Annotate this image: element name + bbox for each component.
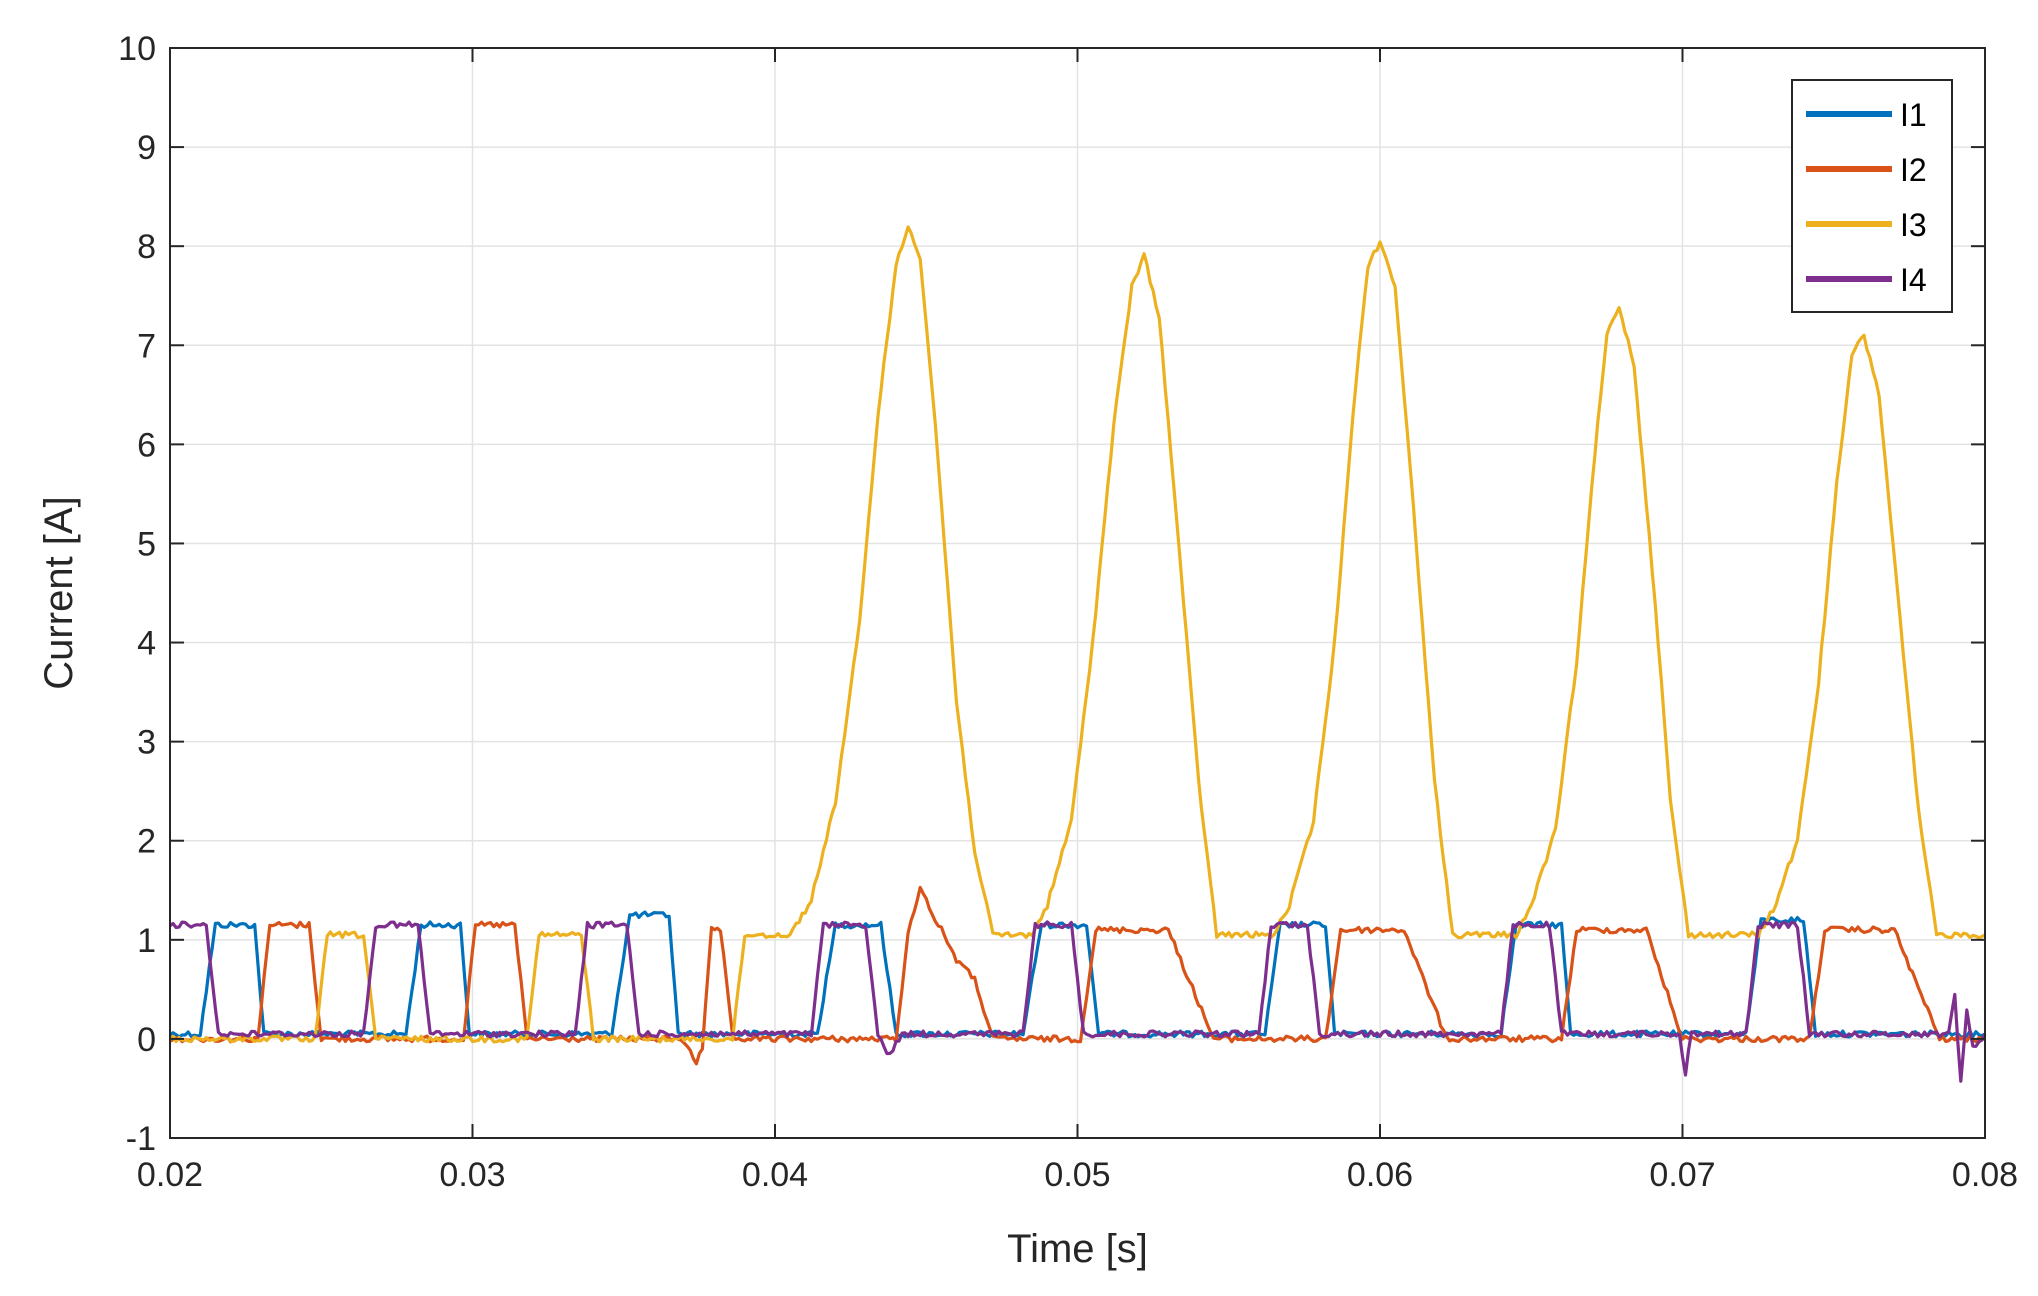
legend-box: [1791, 79, 1953, 313]
y-tick-label: 0: [137, 1021, 156, 1059]
x-axis-label: Time [s]: [1007, 1227, 1148, 1271]
legend-label-i1: I1: [1900, 97, 1927, 133]
y-tick-label: 6: [137, 426, 156, 464]
legend-label-i2: I2: [1900, 152, 1927, 188]
series-line-i2: [169, 885, 1986, 1066]
y-tick-label: 2: [137, 823, 156, 861]
plot-series: [168, 225, 1987, 1083]
series-line-i4: [169, 920, 1987, 1083]
x-tick-label: 0.08: [1952, 1156, 2018, 1194]
x-tick-label: 0.05: [1044, 1156, 1110, 1194]
y-tick-label: 5: [137, 525, 156, 563]
y-tick-label: 10: [118, 30, 156, 68]
grid-lines: [169, 47, 1986, 1139]
tick-marks: [169, 47, 1986, 1139]
y-tick-label: 9: [137, 129, 156, 167]
y-tick-label: 3: [137, 724, 156, 762]
x-tick-label: 0.06: [1347, 1156, 1413, 1194]
y-tick-label: 1: [137, 922, 156, 960]
x-tick-label: 0.07: [1649, 1156, 1715, 1194]
x-tick-label: 0.02: [137, 1156, 203, 1194]
y-tick-label: 8: [137, 228, 156, 266]
legend-label-i4: I4: [1900, 262, 1927, 298]
series-line-i3: [168, 225, 1986, 1044]
x-tick-labels: 0.02 0.03 0.04 0.05 0.06 0.07 0.08: [137, 1156, 2018, 1194]
legend-label-i3: I3: [1900, 207, 1927, 243]
y-tick-label: 7: [137, 327, 156, 365]
y-tick-label: 4: [137, 625, 156, 663]
y-tick-labels: -1 0 1 2 3 4 5 6 7 8 9 10: [118, 30, 156, 1158]
x-tick-label: 0.03: [439, 1156, 505, 1194]
y-tick-label: -1: [126, 1120, 156, 1158]
legend: I1 I2 I3 I4: [1791, 79, 1953, 313]
x-tick-label: 0.04: [742, 1156, 808, 1194]
y-axis-label: Current [A]: [37, 496, 81, 689]
